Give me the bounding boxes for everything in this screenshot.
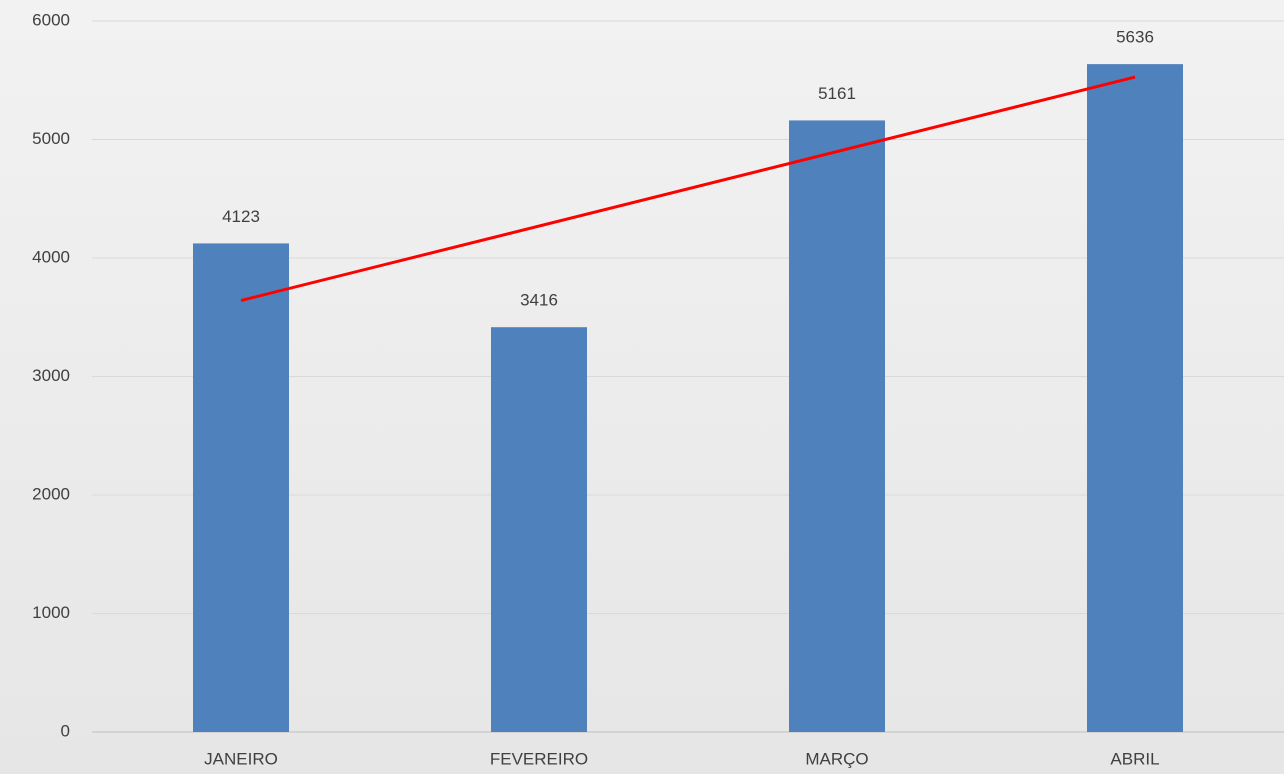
trendline (240, 75, 1136, 302)
x-tick-label: JANEIRO (204, 749, 278, 768)
y-tick-label: 1000 (32, 603, 70, 622)
data-label: 3416 (520, 291, 558, 310)
x-tick-label: FEVEREIRO (490, 749, 588, 768)
bar (193, 243, 289, 732)
x-tick-label: MARÇO (805, 749, 868, 768)
bar (1087, 64, 1183, 732)
data-label: 5161 (818, 84, 856, 103)
data-label: 4123 (222, 207, 260, 226)
y-tick-label: 5000 (32, 129, 70, 148)
data-label: 5636 (1116, 28, 1154, 47)
y-tick-label: 6000 (32, 10, 70, 29)
y-tick-label: 2000 (32, 484, 70, 503)
x-tick-label: ABRIL (1110, 749, 1159, 768)
bar (789, 120, 885, 732)
bar (491, 327, 587, 732)
y-tick-label: 0 (61, 721, 70, 740)
y-tick-label: 4000 (32, 247, 70, 266)
y-tick-label: 3000 (32, 366, 70, 385)
